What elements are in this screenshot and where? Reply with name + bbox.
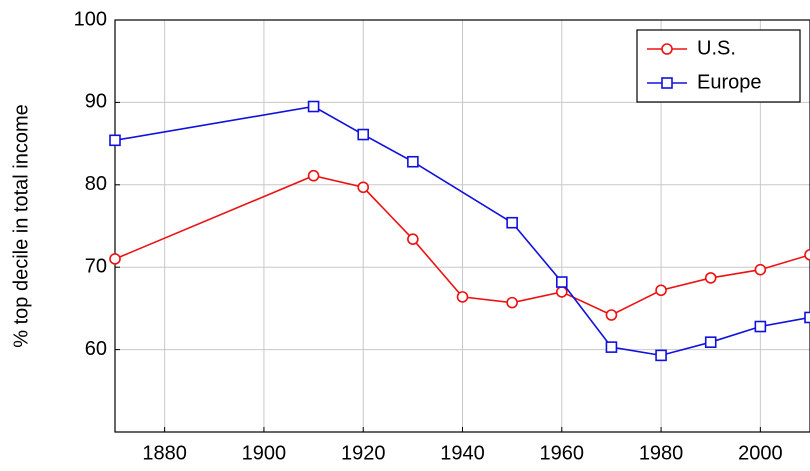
marker (109, 253, 121, 265)
marker (307, 100, 320, 113)
x-tick-label: 1900 (242, 442, 287, 464)
marker (605, 341, 618, 353)
marker (357, 128, 370, 141)
marker (506, 296, 518, 309)
legend-label: Europe (697, 71, 762, 93)
legend-marker (661, 77, 673, 89)
marker (555, 286, 568, 298)
marker (804, 249, 810, 261)
x-tick-label: 1920 (341, 442, 386, 464)
y-axis-label: % top decile in total income (10, 104, 32, 347)
x-tick-label: 1880 (142, 442, 187, 464)
marker (704, 336, 717, 348)
y-tick-label: 70 (85, 255, 107, 277)
x-tick-label: 1960 (540, 442, 585, 464)
legend-label: U.S. (697, 37, 736, 59)
y-tick-label: 80 (85, 173, 107, 195)
marker (456, 291, 469, 303)
legend-marker (661, 43, 673, 55)
marker (357, 181, 370, 194)
marker (655, 349, 667, 362)
marker (655, 284, 667, 297)
x-tick-label: 1940 (440, 442, 485, 464)
marker (754, 263, 767, 276)
marker (307, 169, 320, 182)
marker (407, 155, 419, 168)
y-tick-label: 100 (74, 8, 107, 30)
marker (704, 272, 717, 284)
plot-frame (114, 19, 810, 433)
x-tick-label: 2000 (738, 442, 783, 464)
marker (804, 311, 810, 324)
marker (407, 233, 419, 245)
marker (109, 134, 121, 147)
marker (506, 216, 518, 229)
x-tick-label: 1980 (639, 442, 684, 464)
marker (754, 320, 767, 333)
marker (555, 276, 568, 288)
legend-box (636, 29, 801, 103)
y-tick-label: 60 (85, 338, 107, 360)
y-tick-label: 90 (85, 91, 107, 113)
marker (605, 309, 618, 321)
line (114, 174, 810, 316)
